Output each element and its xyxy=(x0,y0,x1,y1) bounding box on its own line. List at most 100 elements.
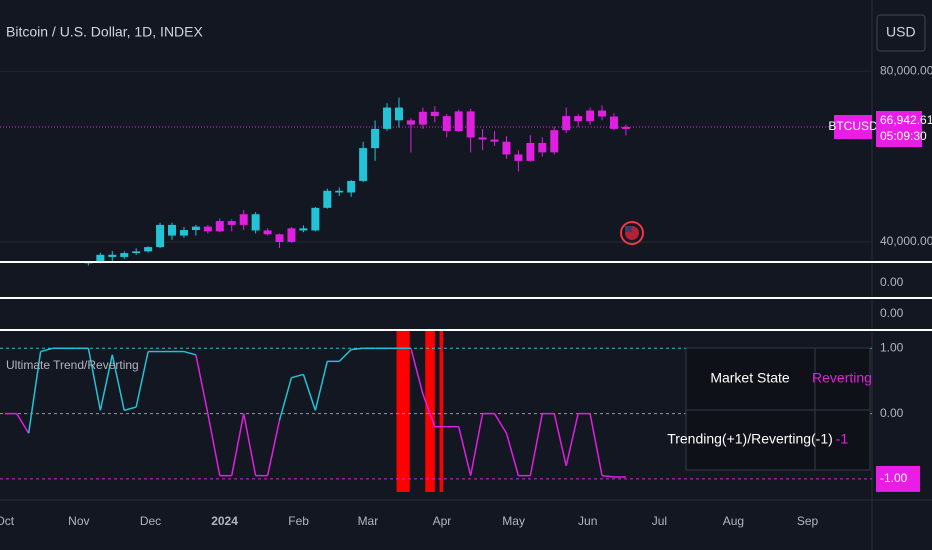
indicator-line-segment xyxy=(266,419,281,476)
countdown-label: 05:09:30 xyxy=(880,129,927,143)
indicator-line-segment xyxy=(124,406,137,412)
indicator-line-segment xyxy=(231,413,245,476)
indicator-pane: 1.00 0.00 -1.00 Oct Nov Dec 2024 Feb Mar Apr May Ju… xyxy=(0,331,920,528)
currency-button-label[interactable]: USD xyxy=(886,24,916,40)
candle-body xyxy=(359,148,368,181)
x-tick-label: Dec xyxy=(140,514,161,528)
table-cell xyxy=(685,409,816,471)
y-tick-label: 1.00 xyxy=(880,340,904,354)
candle-body xyxy=(203,226,212,232)
x-tick-label: Apr xyxy=(433,514,452,528)
candle-body xyxy=(514,154,523,161)
price-tag-label: 66,942.61 xyxy=(880,113,932,127)
y-tick-label-bg xyxy=(876,465,920,492)
candle-body xyxy=(371,128,380,149)
table-value: -1 xyxy=(836,431,849,447)
candle-body xyxy=(586,110,595,122)
candle-body xyxy=(215,221,224,232)
highlight-band xyxy=(439,331,444,492)
candle-body xyxy=(239,214,248,225)
y-tick-label: -1.00 xyxy=(880,471,908,485)
indicator-line-segment xyxy=(135,351,149,408)
event-marker[interactable] xyxy=(620,221,644,245)
candle-body xyxy=(299,228,308,231)
candle-body xyxy=(168,224,177,236)
indicator-line-segment xyxy=(493,413,508,434)
indicator-line-segment xyxy=(87,348,102,411)
price-tag xyxy=(876,110,922,147)
candle-body xyxy=(478,137,487,140)
x-tick-label: Mar xyxy=(358,514,379,528)
x-tick-label: Jul xyxy=(652,514,667,528)
candle-body xyxy=(335,190,344,193)
event-ring xyxy=(620,221,644,245)
indicator-line-segment xyxy=(27,351,42,434)
table-label: Trending(+1)/Reverting(-1) xyxy=(667,431,833,447)
indicator-line-segment xyxy=(40,347,53,353)
price-pane: 80,000.00 40,000.00 BTCUSD 66,942.61 05:09:3… xyxy=(0,63,932,266)
indicator-line-segment xyxy=(99,354,114,411)
indicator-line-segment xyxy=(565,413,579,467)
y-tick-label: 0.00 xyxy=(880,406,904,420)
candle-body xyxy=(120,253,129,257)
symbol-tag xyxy=(834,114,872,139)
flag-canton xyxy=(625,226,632,232)
candle-body xyxy=(179,230,188,236)
candle-body xyxy=(598,110,607,117)
symbol-tag-label: BTCUSD xyxy=(828,119,878,133)
candle-body xyxy=(562,116,571,131)
y-tick-label: 40,000.00 xyxy=(880,234,932,248)
candle-body xyxy=(144,247,153,252)
candle-body xyxy=(323,190,332,208)
candle-body xyxy=(406,120,415,125)
candle-body xyxy=(502,141,511,155)
candle-body xyxy=(574,116,583,122)
candle-body xyxy=(263,230,272,235)
indicator-line-segment xyxy=(195,354,209,414)
candle-body xyxy=(96,254,105,263)
candle-body xyxy=(227,221,236,225)
indicator-line-segment xyxy=(529,413,544,476)
candle-body xyxy=(394,107,403,121)
candle-body xyxy=(191,226,200,231)
table-cell xyxy=(814,347,871,411)
candle-body xyxy=(550,130,559,153)
candle-body xyxy=(418,111,427,125)
indicator-line-segment xyxy=(302,374,317,411)
candle-body xyxy=(275,234,284,242)
table-value: Reverting xyxy=(812,370,872,386)
highlight-band xyxy=(396,331,410,492)
candle-body xyxy=(454,111,463,132)
symbol-title: Bitcoin / U.S. Dollar, 1D, INDEX xyxy=(6,24,204,40)
table-cell xyxy=(814,409,871,471)
indicator-line-segment xyxy=(469,413,484,476)
candle-body xyxy=(251,214,260,231)
x-tick-label: 2024 xyxy=(211,514,238,528)
indicator-line-segment xyxy=(505,433,520,476)
candle-body xyxy=(430,111,439,117)
candle-body xyxy=(287,228,296,242)
x-tick-label: Aug xyxy=(723,514,744,528)
y-tick-label: 0.00 xyxy=(880,306,904,320)
candle-body xyxy=(490,139,499,142)
candle-body xyxy=(383,107,392,129)
x-tick-label: Jun xyxy=(578,514,597,528)
candle-body xyxy=(311,207,320,231)
candle-body xyxy=(132,251,141,254)
indicator-line-segment xyxy=(207,413,221,476)
indicator-line-segment xyxy=(410,348,424,395)
indicator-line-segment xyxy=(422,393,436,427)
candle-body xyxy=(442,116,451,132)
currency-button[interactable] xyxy=(876,14,926,52)
indicator-line-segment xyxy=(338,349,352,362)
x-tick-label: Sep xyxy=(797,514,819,528)
indicator-line-segment xyxy=(314,361,329,411)
indicator-line-segment xyxy=(553,413,567,467)
indicator-line-segment xyxy=(589,413,603,476)
info-table: Market State Reverting Trending(+1)/Reve… xyxy=(667,347,872,471)
indicator-line-segment xyxy=(601,474,615,478)
candle-body xyxy=(621,126,630,129)
y-tick-label: 0.00 xyxy=(880,275,904,289)
